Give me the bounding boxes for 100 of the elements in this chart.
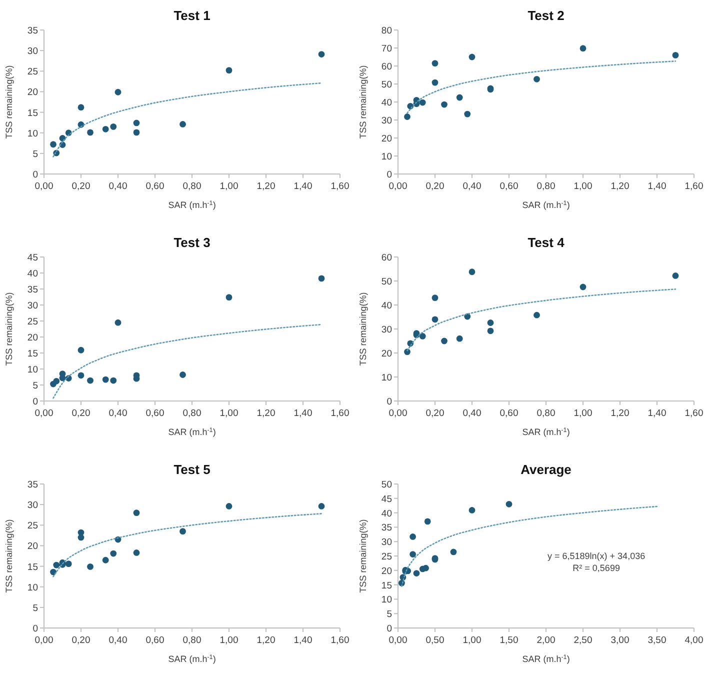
- x-tick-label: 1,20: [610, 181, 630, 192]
- x-tick-label: 1,40: [294, 408, 312, 419]
- x-axis-title: SAR (m.h$^{-1}$): [522, 654, 570, 664]
- x-tick-label: 0,60: [146, 408, 164, 419]
- y-tick-label: 10: [381, 152, 392, 162]
- x-tick-label: 0,60: [500, 181, 518, 192]
- y-tick-label: 15: [381, 580, 392, 592]
- y-tick-label: 0: [32, 624, 38, 634]
- x-tick-label: 0,00: [34, 635, 54, 646]
- annotation: y = 6,5189ln(x) + 34,036: [548, 550, 646, 561]
- x-tick-label: 0,00: [388, 635, 408, 646]
- y-tick-label: 0: [32, 396, 38, 408]
- x-tick-label: 0,00: [34, 181, 54, 192]
- x-tick-label: 1,20: [256, 635, 276, 646]
- y-tick-label: 15: [27, 562, 38, 573]
- y-tick-label: 35: [27, 480, 38, 490]
- y-tick-label: 30: [27, 500, 38, 512]
- y-tick-label: 25: [27, 316, 38, 328]
- y-tick-label: 35: [27, 26, 38, 36]
- chart-title: Test 1: [174, 8, 210, 23]
- x-tick-label: 4,00: [684, 635, 704, 646]
- y-tick-label: 80: [381, 26, 392, 36]
- y-tick-label: 40: [381, 508, 392, 520]
- y-tick-label: 10: [27, 364, 38, 376]
- y-tick-label: 10: [381, 594, 392, 606]
- x-tick-label: 2,50: [574, 635, 592, 646]
- x-tick-label: 1,20: [256, 181, 276, 192]
- y-tick-label: 20: [381, 348, 392, 360]
- x-tick-label: 1,00: [574, 181, 592, 192]
- annotation: R² = 0,5699: [572, 562, 620, 573]
- x-tick-label: 0,40: [462, 408, 482, 419]
- y-tick-label: 10: [27, 128, 38, 140]
- y-tick-label: 30: [381, 537, 392, 548]
- x-tick-label: 0,80: [182, 408, 202, 419]
- x-tick-label: 1,60: [330, 635, 350, 646]
- x-tick-label: 0,20: [72, 181, 90, 192]
- y-tick-label: 40: [27, 268, 38, 280]
- x-tick-label: 1,40: [648, 181, 666, 192]
- y-tick-label: 40: [381, 98, 392, 108]
- y-tick-label: 30: [27, 300, 38, 312]
- y-tick-label: 70: [381, 44, 392, 54]
- x-tick-label: 1,60: [684, 181, 704, 192]
- x-tick-label: 0,40: [462, 181, 482, 192]
- x-tick-label: 1,60: [330, 408, 350, 419]
- x-tick-label: 1,00: [220, 181, 238, 192]
- chart-title: Test 5: [174, 462, 210, 477]
- x-tick-label: 0,20: [72, 408, 90, 419]
- x-tick-label: 0,40: [108, 408, 128, 419]
- y-tick-label: 0: [32, 170, 38, 180]
- y-tick-label: 10: [381, 372, 392, 384]
- x-tick-label: 0,60: [146, 635, 164, 646]
- y-tick-label: 25: [27, 520, 38, 532]
- x-tick-label: 1,50: [500, 635, 518, 646]
- x-tick-label: 0,60: [500, 408, 518, 419]
- y-tick-label: 30: [381, 324, 392, 336]
- y-tick-label: 5: [32, 380, 38, 392]
- x-tick-label: 0,00: [388, 181, 408, 192]
- y-tick-label: 25: [381, 552, 392, 562]
- x-tick-label: 1,00: [574, 408, 592, 419]
- x-tick-label: 0,20: [426, 408, 444, 419]
- x-tick-label: 3,00: [610, 635, 630, 646]
- y-tick-label: 5: [32, 148, 38, 160]
- y-tick-label: 45: [381, 494, 392, 505]
- x-tick-label: 3,50: [648, 635, 666, 646]
- y-tick-label: 20: [27, 541, 38, 552]
- y-tick-label: 15: [27, 348, 38, 360]
- x-tick-label: 0,80: [536, 408, 556, 419]
- x-tick-label: 0,20: [72, 635, 90, 646]
- y-tick-label: 35: [381, 522, 392, 534]
- x-tick-label: 0,20: [426, 181, 444, 192]
- y-tick-label: 20: [27, 87, 38, 98]
- y-tick-label: 5: [386, 609, 392, 620]
- x-tick-label: 1,20: [610, 408, 630, 419]
- chart-title: Test 2: [528, 8, 564, 23]
- y-tick-label: 15: [27, 108, 38, 119]
- y-axis-title: TSS remaining(%): [358, 519, 368, 593]
- y-tick-label: 40: [381, 300, 392, 312]
- x-tick-label: 0,50: [426, 635, 444, 646]
- x-tick-label: 1,60: [330, 181, 350, 192]
- y-tick-label: 50: [381, 80, 392, 90]
- x-tick-label: 0,60: [146, 181, 164, 192]
- y-tick-label: 30: [27, 46, 38, 58]
- y-tick-label: 30: [381, 116, 392, 126]
- x-tick-label: 0,80: [182, 635, 202, 646]
- y-tick-label: 45: [27, 252, 38, 264]
- x-tick-label: 1,00: [220, 635, 238, 646]
- x-tick-label: 1,40: [294, 635, 312, 646]
- x-tick-label: 1,60: [684, 408, 704, 419]
- y-tick-label: 35: [27, 284, 38, 296]
- x-tick-label: 0,00: [34, 408, 54, 419]
- y-tick-label: 0: [386, 396, 392, 408]
- y-axis-title: TSS remaining(%): [358, 65, 368, 139]
- y-axis-title: TSS remaining(%): [4, 519, 14, 593]
- y-tick-label: 50: [381, 276, 392, 288]
- y-tick-label: 10: [27, 582, 38, 594]
- x-tick-label: 2,00: [536, 635, 556, 646]
- x-tick-label: 1,40: [648, 408, 666, 419]
- y-tick-label: 50: [381, 480, 392, 490]
- y-axis-title: TSS remaining(%): [358, 292, 368, 366]
- y-tick-label: 0: [386, 624, 392, 634]
